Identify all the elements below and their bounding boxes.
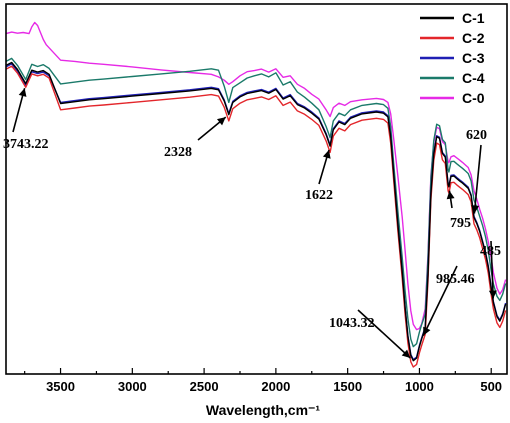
- annotation-arrowhead: [423, 326, 431, 336]
- x-tick-label: 1000: [405, 379, 434, 394]
- annotation-arrow: [473, 144, 482, 214]
- legend-label: C-0: [462, 90, 485, 106]
- annotation-label: 795: [450, 216, 471, 231]
- series-line-c-4: [5, 57, 507, 348]
- legend-label: C-2: [462, 30, 485, 46]
- annotation-label: 620: [466, 128, 487, 143]
- annotation-label: 3743.22: [3, 137, 49, 152]
- x-tick-label: 3000: [118, 379, 147, 394]
- legend: C-1 C-2 C-3 C-4 C-0: [420, 10, 485, 106]
- annotation-arrowhead: [471, 205, 480, 214]
- annotation-arrowhead: [322, 149, 331, 159]
- series-line-c-1: [5, 61, 507, 362]
- x-axis-label: Wavelength,cm⁻¹: [206, 402, 321, 418]
- annotation-arrowhead: [18, 88, 27, 97]
- x-axis: 3500 3000 2500 2000 1500 1000 500: [24, 368, 502, 394]
- annotation-label: 485: [480, 244, 501, 259]
- annotation-label: 985.46: [436, 272, 475, 287]
- annotation-arrow: [422, 265, 458, 336]
- annotation-label: 1043.32: [329, 316, 375, 331]
- annotation-label: 1622: [305, 188, 333, 203]
- annotation-arrow: [490, 240, 495, 299]
- annotation-arrowhead: [488, 290, 497, 299]
- legend-label: C-4: [462, 70, 485, 86]
- annotation-arrowhead: [401, 349, 411, 358]
- series-line-c-3: [5, 63, 507, 361]
- plot-frame: [5, 3, 508, 375]
- series-line-c-2: [5, 65, 507, 368]
- series-line-c-0: [5, 21, 507, 331]
- x-tick-label: 500: [480, 379, 502, 394]
- x-tick-label: 1500: [333, 379, 362, 394]
- legend-label: C-1: [462, 10, 485, 26]
- x-tick-label: 2500: [190, 379, 219, 394]
- legend-label: C-3: [462, 50, 485, 66]
- annotation-arrow: [357, 309, 411, 359]
- annotation-label: 2328: [164, 145, 192, 160]
- annotation-arrowhead: [216, 117, 226, 126]
- annotation-arrowhead: [446, 190, 455, 200]
- annotations: 3743.22 2328 1622 1043.32 985.46 795 620 485: [3, 87, 501, 359]
- x-tick-label: 3500: [46, 379, 75, 394]
- series-layer: [5, 21, 507, 368]
- x-tick-label: 2000: [261, 379, 290, 394]
